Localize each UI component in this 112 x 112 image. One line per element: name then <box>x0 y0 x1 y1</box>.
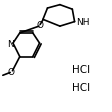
Text: HCl: HCl <box>72 82 90 92</box>
Text: N: N <box>8 39 14 48</box>
Text: O: O <box>36 21 43 30</box>
Text: NH: NH <box>76 18 89 27</box>
Text: O: O <box>7 68 14 77</box>
Text: HCl: HCl <box>72 65 90 74</box>
